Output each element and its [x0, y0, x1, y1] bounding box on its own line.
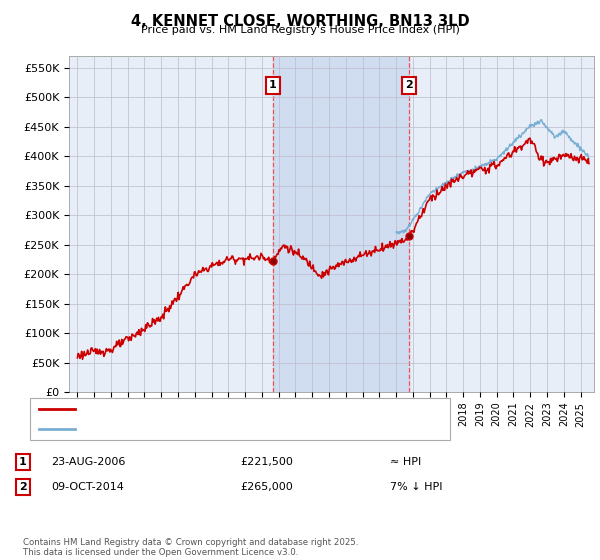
- Text: 4, KENNET CLOSE, WORTHING, BN13 3LD (semi-detached house): 4, KENNET CLOSE, WORTHING, BN13 3LD (sem…: [81, 404, 419, 414]
- Text: 7% ↓ HPI: 7% ↓ HPI: [390, 482, 443, 492]
- Text: 1: 1: [19, 457, 26, 467]
- Text: £265,000: £265,000: [240, 482, 293, 492]
- Text: Contains HM Land Registry data © Crown copyright and database right 2025.
This d: Contains HM Land Registry data © Crown c…: [23, 538, 358, 557]
- Text: Price paid vs. HM Land Registry's House Price Index (HPI): Price paid vs. HM Land Registry's House …: [140, 25, 460, 35]
- Text: HPI: Average price, semi-detached house, Worthing: HPI: Average price, semi-detached house,…: [81, 424, 350, 434]
- Text: 23-AUG-2006: 23-AUG-2006: [51, 457, 125, 467]
- Text: 2: 2: [19, 482, 26, 492]
- Text: £221,500: £221,500: [240, 457, 293, 467]
- Text: 4, KENNET CLOSE, WORTHING, BN13 3LD: 4, KENNET CLOSE, WORTHING, BN13 3LD: [131, 14, 469, 29]
- Text: 1: 1: [269, 81, 277, 91]
- Text: 2: 2: [405, 81, 413, 91]
- Bar: [273, 56, 409, 392]
- Text: 09-OCT-2014: 09-OCT-2014: [51, 482, 124, 492]
- Text: ≈ HPI: ≈ HPI: [390, 457, 421, 467]
